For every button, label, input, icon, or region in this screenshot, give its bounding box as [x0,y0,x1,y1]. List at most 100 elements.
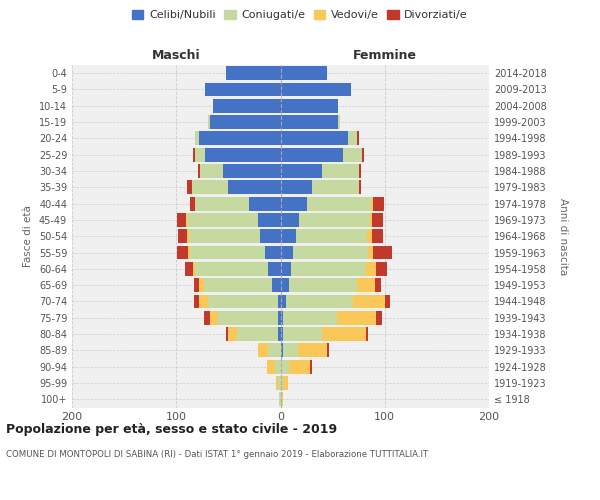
Bar [278,311,281,324]
Bar [371,196,373,210]
Bar [385,294,390,308]
Bar [208,294,278,308]
Bar [359,180,361,194]
Bar [307,196,371,210]
Bar [189,230,260,243]
Bar [328,344,329,357]
Bar [281,311,283,324]
Bar [283,376,288,390]
Bar [178,230,187,243]
Bar [278,294,281,308]
Bar [281,376,283,390]
Text: Femmine: Femmine [353,50,417,62]
Bar [205,148,281,162]
Bar [281,132,348,145]
Bar [366,262,376,276]
Bar [362,148,364,162]
Bar [366,327,368,341]
Y-axis label: Fasce di età: Fasce di età [23,206,33,267]
Text: Maschi: Maschi [152,50,200,62]
Bar [257,213,281,227]
Bar [281,294,286,308]
Bar [194,294,199,308]
Bar [283,327,322,341]
Bar [209,115,281,129]
Bar [281,246,293,260]
Bar [199,278,205,292]
Bar [188,246,190,260]
Bar [281,392,283,406]
Bar [177,246,188,260]
Bar [190,196,195,210]
Bar [187,213,257,227]
Bar [353,294,385,308]
Bar [359,164,361,178]
Bar [296,230,367,243]
Bar [185,213,187,227]
Bar [343,148,362,162]
Bar [291,262,366,276]
Legend: Celibi/Nubili, Coniugati/e, Vedovi/e, Divorziati/e: Celibi/Nubili, Coniugati/e, Vedovi/e, Di… [128,6,472,25]
Text: COMUNE DI MONTOPOLI DI SABINA (RI) - Dati ISTAT 1° gennaio 2019 - Elaborazione T: COMUNE DI MONTOPOLI DI SABINA (RI) - Dat… [6,450,428,459]
Bar [257,344,268,357]
Bar [372,213,383,227]
Bar [277,376,278,390]
Bar [289,360,310,374]
Text: Popolazione per età, sesso e stato civile - 2019: Popolazione per età, sesso e stato civil… [6,422,337,436]
Bar [223,164,281,178]
Bar [229,327,237,341]
Bar [299,213,370,227]
Bar [281,148,343,162]
Bar [237,327,278,341]
Bar [281,230,296,243]
Bar [260,230,281,243]
Bar [367,230,372,243]
Bar [205,311,209,324]
Bar [249,196,281,210]
Bar [185,262,193,276]
Bar [268,344,281,357]
Bar [370,213,372,227]
Bar [190,246,265,260]
Bar [281,327,283,341]
Bar [356,278,376,292]
Bar [278,327,281,341]
Bar [283,311,337,324]
Bar [289,278,356,292]
Bar [281,262,291,276]
Bar [281,66,328,80]
Bar [229,180,281,194]
Bar [283,344,298,357]
Bar [322,164,359,178]
Bar [281,82,352,96]
Bar [348,132,356,145]
Bar [268,262,281,276]
Bar [195,262,268,276]
Bar [195,148,205,162]
Bar [281,115,338,129]
Bar [267,360,275,374]
Bar [213,99,281,112]
Y-axis label: Anni di nascita: Anni di nascita [558,198,568,275]
Bar [281,360,289,374]
Bar [192,180,229,194]
Bar [281,180,312,194]
Bar [198,164,200,178]
Bar [278,376,281,390]
Bar [199,132,281,145]
Bar [193,148,195,162]
Bar [194,278,199,292]
Bar [209,311,218,324]
Bar [286,294,353,308]
Bar [193,262,195,276]
Bar [280,392,281,406]
Bar [356,132,359,145]
Bar [281,164,322,178]
Bar [376,262,387,276]
Bar [187,180,192,194]
Bar [199,294,208,308]
Bar [368,246,373,260]
Bar [265,246,281,260]
Bar [177,213,185,227]
Bar [275,360,281,374]
